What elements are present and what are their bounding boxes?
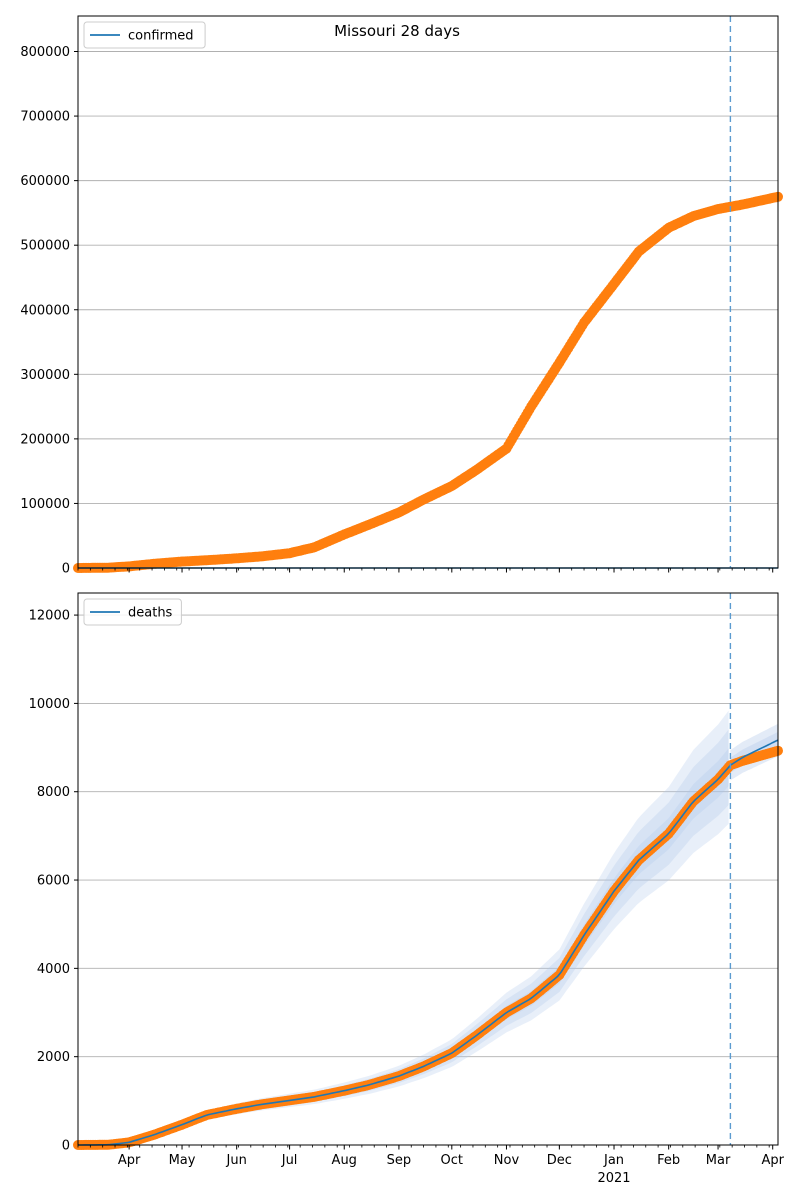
y-tick-label: 6000 xyxy=(37,874,70,889)
panel-deaths: 0 2000 4000 6000 8000 10000 12000 deaths xyxy=(29,592,783,1154)
x-tick-label: Feb xyxy=(657,1153,680,1168)
y-tick-label: 2000 xyxy=(37,1050,70,1065)
y-tick-label: 300000 xyxy=(20,368,70,383)
y-tick-label: 0 xyxy=(62,562,70,577)
y-tick-label: 100000 xyxy=(20,497,70,512)
x-tick-label: Nov xyxy=(494,1153,520,1168)
legend-label: deaths xyxy=(128,606,173,621)
y-tick-label: 0 xyxy=(62,1139,70,1154)
legend-box xyxy=(83,21,206,49)
legend: confirmed xyxy=(83,21,206,49)
axes-frame xyxy=(77,592,779,1146)
model-line xyxy=(78,739,779,1146)
figure-title: Missouri 28 days xyxy=(334,22,460,40)
uncertainty-band xyxy=(153,710,729,1137)
x-tick-label: Apr xyxy=(761,1153,784,1168)
x-tick-label: Jul xyxy=(281,1153,298,1168)
y-tick-label: 700000 xyxy=(20,110,70,125)
x-year-label: 2021 xyxy=(597,1171,630,1186)
y-tick-label: 8000 xyxy=(37,785,70,800)
legend-label: confirmed xyxy=(128,29,194,44)
y-tick-label: 10000 xyxy=(29,697,70,712)
axes-frame xyxy=(77,15,779,569)
y-tick-label: 200000 xyxy=(20,432,70,447)
y-tick-label: 500000 xyxy=(20,239,70,254)
panel-confirmed: 0 100000 200000 300000 400000 500000 600000 700… xyxy=(20,15,783,577)
x-axis: Apr May Jun Jul Aug Sep Oct Nov Dec Jan Feb Mar Apr 2… xyxy=(118,1153,785,1186)
y-tick-label: 400000 xyxy=(20,303,70,318)
y-tick-label: 800000 xyxy=(20,45,70,60)
x-tick-label: Sep xyxy=(387,1153,412,1168)
y-tick-label: 4000 xyxy=(37,962,70,977)
legend-box xyxy=(83,598,182,626)
legend: deaths xyxy=(83,598,182,626)
x-tick-label: May xyxy=(169,1153,196,1168)
y-tick-label: 12000 xyxy=(29,609,70,624)
x-tick-label: Dec xyxy=(547,1153,572,1168)
y-tick-label: 600000 xyxy=(20,174,70,189)
x-tick-label: Jan xyxy=(603,1153,624,1168)
x-tick-label: Oct xyxy=(441,1153,463,1168)
x-tick-label: Aug xyxy=(332,1153,357,1168)
x-tick-label: Apr xyxy=(118,1153,141,1168)
x-tick-label: Mar xyxy=(706,1153,731,1168)
x-tick-label: Jun xyxy=(226,1153,247,1168)
